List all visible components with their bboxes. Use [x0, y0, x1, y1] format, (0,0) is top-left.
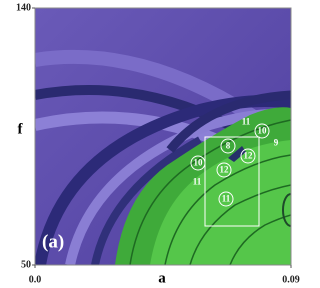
annotation-circle [190, 155, 206, 171]
figure: f a (a) 0.0 0.09 50 140 11 10 9 8 12 10 12 11 11 [16, 2, 300, 286]
annotation: 10 [194, 158, 204, 168]
annotation-circle [216, 162, 232, 178]
y-tick-label: 140 [16, 2, 31, 13]
plot-frame [34, 7, 292, 266]
annotation: 9 [274, 138, 279, 148]
x-tick-label: 0.0 [29, 274, 42, 285]
annotation: 11 [242, 117, 251, 127]
annotation: 10 [258, 126, 268, 136]
annotation-circle [240, 148, 256, 164]
annotation: 8 [226, 141, 231, 151]
annotation: 12 [244, 151, 254, 161]
annotation-circle [220, 138, 236, 154]
region-map-image [35, 8, 291, 265]
x-tick-label: 0.09 [282, 274, 300, 285]
annotation-circle [218, 191, 234, 207]
annotation: 11 [193, 177, 202, 187]
y-axis-label: f [18, 121, 24, 137]
annotation: 12 [220, 165, 230, 175]
panel-label: (a) [42, 231, 64, 252]
annotation: 11 [222, 194, 231, 204]
x-axis-label: a [158, 270, 166, 286]
annotation-circle [254, 123, 270, 139]
y-tick-label: 50 [21, 259, 31, 270]
